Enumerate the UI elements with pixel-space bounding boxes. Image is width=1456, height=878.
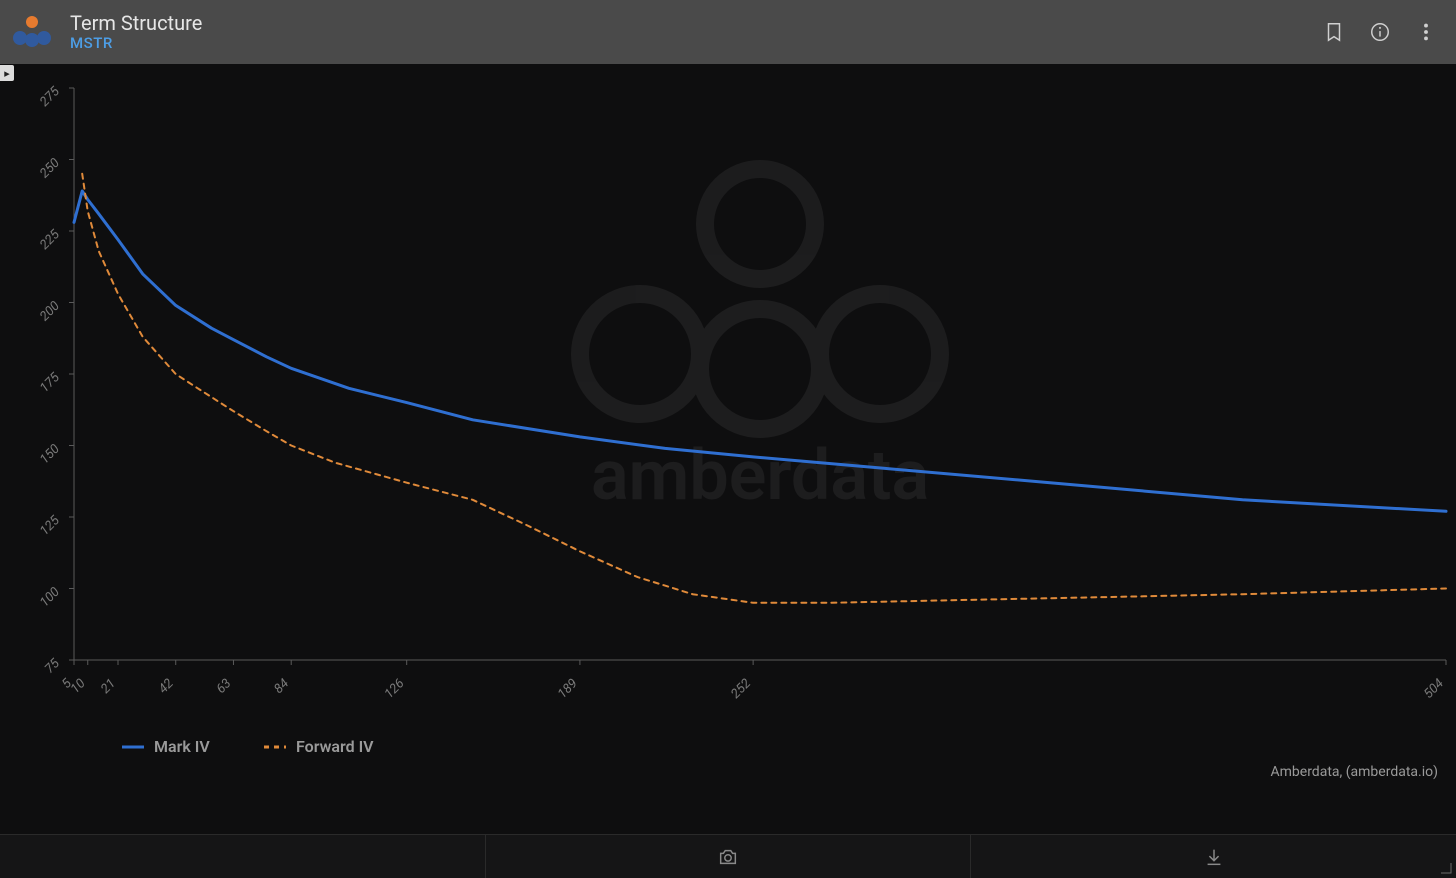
- svg-text:275: 275: [37, 84, 63, 110]
- svg-text:250: 250: [37, 156, 63, 182]
- info-icon[interactable]: [1366, 18, 1394, 46]
- bottom-toolbar: [0, 834, 1456, 878]
- svg-text:10: 10: [68, 676, 89, 697]
- bookmark-icon[interactable]: [1320, 18, 1348, 46]
- svg-text:42: 42: [156, 676, 177, 697]
- legend-item-forward-iv[interactable]: Forward IV: [296, 737, 374, 756]
- svg-text:84: 84: [271, 676, 292, 697]
- more-icon[interactable]: [1412, 18, 1440, 46]
- resize-handle-icon[interactable]: [1440, 862, 1452, 874]
- legend-item-mark-iv[interactable]: Mark IV: [154, 737, 210, 756]
- svg-text:175: 175: [37, 370, 63, 396]
- svg-text:150: 150: [37, 442, 63, 468]
- attribution-text: Amberdata, (amberdata.io): [1271, 764, 1439, 780]
- svg-text:75: 75: [42, 656, 63, 677]
- title-block: Term Structure MSTR: [70, 12, 202, 52]
- panel-title: Term Structure: [70, 12, 202, 35]
- snapshot-button[interactable]: [486, 835, 972, 878]
- panel-ticker: MSTR: [70, 35, 202, 52]
- svg-text:125: 125: [37, 513, 63, 539]
- camera-icon: [717, 846, 739, 868]
- svg-text:amberdata: amberdata: [591, 435, 929, 517]
- svg-text:21: 21: [98, 676, 119, 697]
- svg-text:504: 504: [1421, 676, 1447, 702]
- term-structure-panel: Term Structure MSTR ▸ amberdata751001251…: [0, 0, 1456, 878]
- term-structure-chart: amberdata7510012515017520022525027551021…: [0, 64, 1456, 834]
- download-icon: [1203, 846, 1225, 868]
- svg-text:100: 100: [37, 585, 63, 611]
- svg-text:63: 63: [214, 676, 235, 697]
- svg-text:126: 126: [382, 676, 408, 702]
- download-button[interactable]: [971, 835, 1456, 878]
- toolbar-blank[interactable]: [0, 835, 486, 878]
- series-forward-iv: [82, 174, 1446, 603]
- panel-header: Term Structure MSTR: [0, 0, 1456, 64]
- svg-text:252: 252: [728, 676, 754, 702]
- svg-text:189: 189: [555, 676, 581, 702]
- svg-text:200: 200: [37, 299, 63, 325]
- chart-area: amberdata7510012515017520022525027551021…: [0, 64, 1456, 834]
- brand-logo: [8, 8, 56, 56]
- svg-text:225: 225: [37, 227, 63, 253]
